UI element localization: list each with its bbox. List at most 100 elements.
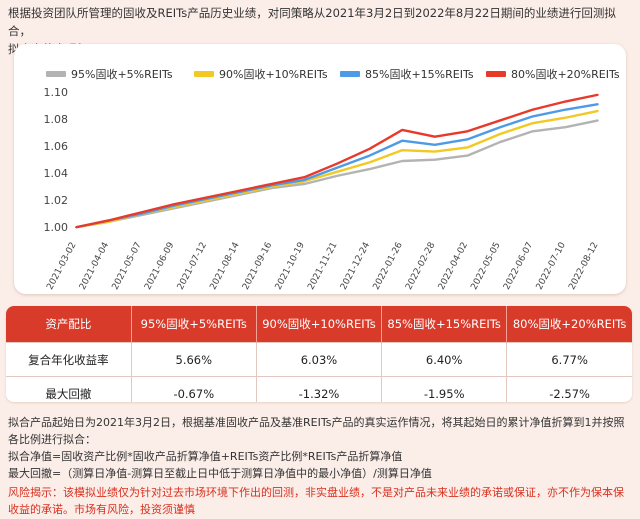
series-point-2 <box>564 108 567 111</box>
x-tick-label: 2021-05-07 <box>111 241 144 292</box>
x-tick-label: 2022-07-10 <box>535 240 569 291</box>
series-point-0 <box>368 168 371 170</box>
y-tick-label: 1.10 <box>44 86 69 99</box>
series-point-3 <box>75 226 77 229</box>
series-point-2 <box>499 126 501 129</box>
header-90-10: 90%固收+10%REITs <box>256 306 383 343</box>
x-tick-label: 2022-04-02 <box>437 241 470 292</box>
series-point-1 <box>499 133 501 135</box>
series-point-3 <box>597 93 599 96</box>
intro-line-1: 根据投资团队所管理的固收及REITs产品历史业绩，对同策略从2021年3月2日到… <box>8 6 616 38</box>
allocation-table-card: 资产配比 95%固收+5%REITs 90%固收+10%REITs 85%固收+… <box>6 306 632 402</box>
series-point-2 <box>466 138 469 141</box>
series-point-0 <box>531 130 534 133</box>
table-row-max-drawdown: 最大回撤 -0.67% -1.32% -1.95% -2.57% <box>6 376 632 402</box>
series-point-3 <box>531 108 534 111</box>
risk-line-2: 收益的承诺。市场有风险，投资须谨慎 <box>8 503 195 516</box>
y-tick-label: 1.00 <box>44 221 69 234</box>
series-point-3 <box>466 130 469 133</box>
series-point-3 <box>238 189 240 192</box>
y-tick-label: 1.02 <box>44 194 69 207</box>
series-point-2 <box>336 166 338 169</box>
legend-item-85-15: 85%固收+15%REITs <box>340 66 474 82</box>
series-point-2 <box>531 115 534 118</box>
series-point-1 <box>466 146 469 149</box>
series-point-3 <box>270 183 273 185</box>
x-tick-label: 2022-08-12 <box>567 241 600 292</box>
series-point-1 <box>564 116 567 119</box>
x-tick-label: 2022-05-05 <box>469 241 502 292</box>
header-85-15: 85%固收+15%REITs <box>381 306 508 343</box>
risk-line-1: 风险揭示：该模拟业绩仅为针对过去市场环境下作出的回测，非实盘业绩，不是对产品未来… <box>8 486 624 499</box>
series-point-1 <box>401 149 404 151</box>
series-point-3 <box>107 219 110 222</box>
chart-card: 1.00 1.02 1.04 1.06 1.08 1.10 2021-03-02 2021-0… <box>14 44 626 294</box>
y-tick-label: 1.04 <box>44 167 69 180</box>
header-95-5: 95%固收+5%REITs <box>131 306 257 343</box>
series-point-3 <box>499 119 501 122</box>
series-point-3 <box>205 196 208 199</box>
series-point-3 <box>564 100 567 103</box>
x-tick-label: 2021-06-09 <box>143 240 177 291</box>
cell-drawdown-85-15: -1.95% <box>381 376 508 402</box>
row-label-max-drawdown: 最大回撤 <box>6 376 132 402</box>
x-tick-label: 2021-11-21 <box>306 241 339 292</box>
table-header-row: 资产配比 95%固收+5%REITs 90%固收+10%REITs 85%固收+… <box>6 306 632 343</box>
series-point-3 <box>140 211 143 214</box>
chart-legend: 95%固收+5%REITs 90%固收+10%REITs 85%固收+15%RE… <box>34 66 620 82</box>
series-point-0 <box>499 141 501 143</box>
legend-label-80-20: 80%固收+20%REITs <box>511 68 620 81</box>
notes-line-4: 最大回撤=（测算日净值-测算日至截止日中低于测算日净值中的最小净值）/测算日净值 <box>8 467 432 480</box>
cell-drawdown-80-20: -2.57% <box>506 376 632 402</box>
legend-swatch-80-20 <box>486 71 506 77</box>
cell-return-90-10: 6.03% <box>256 342 383 377</box>
methodology-notes: 拟合产品起始日为2021年3月2日，根据基准固收产品及基准REITs产品的真实运… <box>8 414 636 482</box>
legend-swatch-85-15 <box>340 71 360 77</box>
series-point-1 <box>368 161 371 164</box>
series-point-2 <box>303 179 306 181</box>
series-point-2 <box>597 103 599 106</box>
x-tick-label: 2022-06-07 <box>502 241 535 292</box>
series-point-0 <box>303 183 306 185</box>
legend-swatch-90-10 <box>194 71 214 77</box>
series-point-1 <box>597 110 599 112</box>
series-point-0 <box>564 126 567 129</box>
cell-return-80-20: 6.77% <box>506 342 632 377</box>
series-point-0 <box>401 160 404 162</box>
series-point-3 <box>401 129 404 131</box>
x-tick-label: 2021-03-02 <box>45 241 78 292</box>
x-tick-label: 2021-08-14 <box>208 240 242 291</box>
row-label-annual-return: 复合年化收益率 <box>6 342 132 377</box>
cell-drawdown-95-5: -0.67% <box>131 376 257 402</box>
legend-label-85-15: 85%固收+15%REITs <box>365 68 474 81</box>
series-point-1 <box>531 122 534 124</box>
legend-label-95-5: 95%固收+5%REITs <box>71 68 173 81</box>
cell-drawdown-90-10: -1.32% <box>256 376 383 402</box>
legend-item-90-10: 90%固收+10%REITs <box>194 66 328 82</box>
risk-disclosure: 风险揭示：该模拟业绩仅为针对过去市场环境下作出的回测，非实盘业绩，不是对产品未来… <box>8 484 636 518</box>
x-tick-label: 2021-10-19 <box>274 240 308 291</box>
allocation-table: 资产配比 95%固收+5%REITs 90%固收+10%REITs 85%固收+… <box>6 306 632 402</box>
y-tick-label: 1.06 <box>44 140 69 153</box>
series-point-3 <box>434 135 436 138</box>
series-point-3 <box>303 176 306 179</box>
legend-label-90-10: 90%固收+10%REITs <box>219 68 328 81</box>
series-point-0 <box>336 175 338 177</box>
series-point-3 <box>368 148 371 150</box>
legend-item-80-20: 80%固收+20%REITs <box>486 66 620 82</box>
legend-item-95-5: 95%固收+5%REITs <box>46 66 173 82</box>
series-point-1 <box>434 150 436 153</box>
series-point-2 <box>368 154 371 157</box>
series-point-0 <box>434 158 436 161</box>
series-point-0 <box>597 119 599 122</box>
series-point-0 <box>466 154 469 157</box>
x-tick-label: 2021-04-04 <box>78 240 112 291</box>
x-tick-label: 2021-12-24 <box>339 240 373 291</box>
legend-swatch-95-5 <box>46 71 66 77</box>
series-point-2 <box>401 139 404 142</box>
y-tick-label: 1.08 <box>44 113 69 126</box>
series-point-2 <box>434 143 436 146</box>
notes-line-3: 拟合净值=固收资产比例*固收产品折算净值+REITs资产比例*REITs产品折算… <box>8 450 403 463</box>
x-tick-label: 2021-07-12 <box>176 241 209 292</box>
